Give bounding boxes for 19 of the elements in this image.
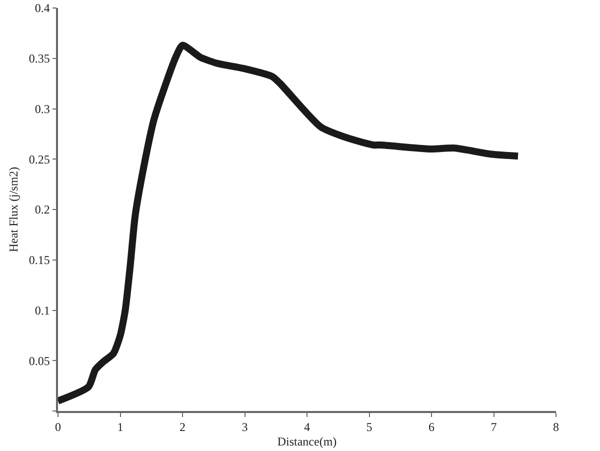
y-tick-label: 0.1 <box>34 303 50 318</box>
y-tick-label: 0.2 <box>34 202 50 217</box>
x-tick-label: 3 <box>242 420 248 434</box>
y-tick-label: 0.25 <box>28 152 50 166</box>
x-axis-title: Distance(m) <box>277 434 337 449</box>
x-tick-label: 4 <box>304 420 310 434</box>
y-tick-label: 0.35 <box>28 52 50 66</box>
y-tick-label: 0.3 <box>34 102 50 116</box>
y-tick-label: 0.15 <box>28 253 50 268</box>
x-tick-label: 0 <box>55 420 61 434</box>
x-tick-label: 6 <box>428 420 434 434</box>
x-tick-label: 5 <box>366 420 372 434</box>
y-tick-label: 0.05 <box>28 354 50 368</box>
x-tick-label: 8 <box>553 420 559 434</box>
y-axis-title: Heat Flux (j/sm2) <box>6 166 21 252</box>
x-tick-label: 1 <box>117 420 124 434</box>
x-tick-label: 2 <box>180 420 186 434</box>
x-tick-label: 7 <box>490 420 497 434</box>
y-tick-label: 0.4 <box>34 1 50 16</box>
